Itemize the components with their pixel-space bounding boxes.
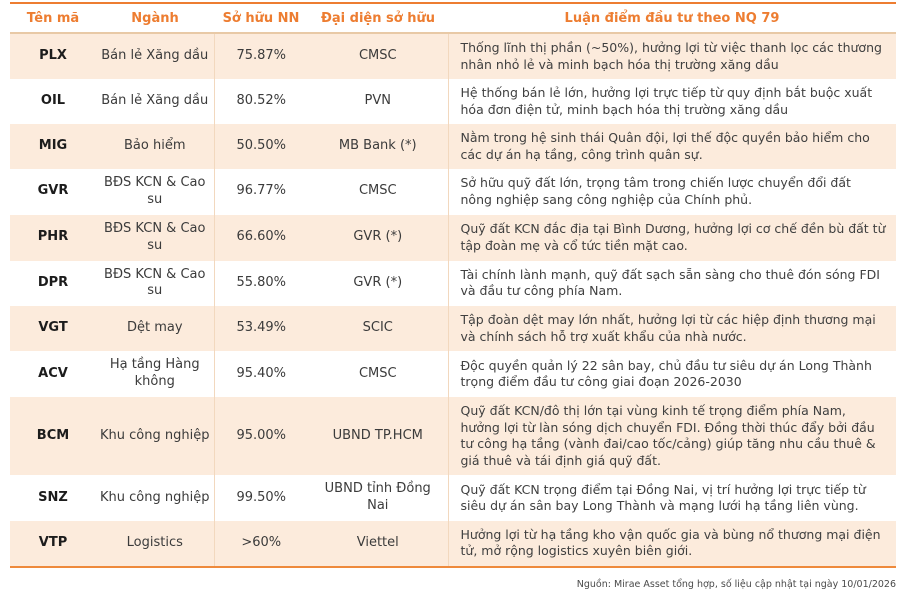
table-row: ACV Hạ tầng Hàng không 95.40% CMSC Độc quyền… bbox=[10, 351, 896, 398]
table-row: GVR BĐS KCN & Cao su 96.77% CMSC Sở hữu quỹ … bbox=[10, 169, 896, 215]
column-header-thesis: Luận điểm đầu tư theo NQ 79 bbox=[448, 3, 896, 34]
cell-representative: MB Bank (*) bbox=[308, 124, 449, 169]
cell-industry: Logistics bbox=[96, 520, 215, 567]
header-row: Tên mã Ngành Sở hữu NN Đại diện sở hữu L… bbox=[10, 3, 896, 34]
cell-state_ownership: 96.77% bbox=[214, 169, 308, 215]
table-row: MIG Bảo hiểm 50.50% MB Bank (*) Nằm trong hệ… bbox=[10, 124, 896, 169]
cell-ticker: PHR bbox=[10, 214, 96, 261]
cell-industry: BĐS KCN & Cao su bbox=[96, 260, 215, 307]
cell-state_ownership: 50.50% bbox=[214, 124, 308, 169]
cell-thesis: Quỹ đất KCN trọng điểm tại Đồng Nai, vị … bbox=[448, 475, 896, 521]
cell-ticker: OIL bbox=[10, 79, 96, 124]
cell-state_ownership: 95.00% bbox=[214, 397, 308, 476]
cell-state_ownership: 95.40% bbox=[214, 351, 308, 398]
cell-industry: Bán lẻ Xăng dầu bbox=[96, 79, 215, 124]
table-row: VGT Dệt may 53.49% SCIC Tập đoàn dệt may lớn… bbox=[10, 306, 896, 352]
column-header-ticker: Tên mã bbox=[10, 3, 96, 34]
cell-industry: BĐS KCN & Cao su bbox=[96, 214, 215, 261]
cell-industry: Hạ tầng Hàng không bbox=[96, 351, 215, 398]
table-row: PLX Bán lẻ Xăng dầu 75.87% CMSC Thống lĩnh t… bbox=[10, 33, 896, 79]
cell-representative: PVN bbox=[308, 79, 449, 124]
cell-representative: Viettel bbox=[308, 520, 449, 567]
cell-state_ownership: 66.60% bbox=[214, 214, 308, 261]
cell-state_ownership: 80.52% bbox=[214, 79, 308, 124]
cell-state_ownership: 55.80% bbox=[214, 260, 308, 307]
cell-representative: GVR (*) bbox=[308, 214, 449, 261]
table-body: PLX Bán lẻ Xăng dầu 75.87% CMSC Thống lĩnh t… bbox=[10, 33, 896, 567]
cell-representative: SCIC bbox=[308, 306, 449, 352]
cell-representative: CMSC bbox=[308, 351, 449, 398]
cell-state_ownership: 75.87% bbox=[214, 33, 308, 79]
cell-industry: Bảo hiểm bbox=[96, 124, 215, 169]
cell-representative: GVR (*) bbox=[308, 260, 449, 307]
table-row: BCM Khu công nghiệp 95.00% UBND TP.HCM Quỹ đ… bbox=[10, 397, 896, 476]
cell-ticker: VTP bbox=[10, 520, 96, 567]
cell-thesis: Thống lĩnh thị phần (~50%), hưởng lợi từ… bbox=[448, 33, 896, 79]
cell-ticker: ACV bbox=[10, 351, 96, 398]
cell-ticker: VGT bbox=[10, 306, 96, 352]
cell-thesis: Nằm trong hệ sinh thái Quân đội, lợi thế… bbox=[448, 124, 896, 169]
cell-thesis: Quỹ đất KCN/đô thị lớn tại vùng kinh tế … bbox=[448, 397, 896, 476]
table-row: SNZ Khu công nghiệp 99.50% UBND tỉnh Đồng N… bbox=[10, 475, 896, 521]
cell-ticker: GVR bbox=[10, 169, 96, 215]
column-header-industry: Ngành bbox=[96, 3, 214, 34]
cell-state_ownership: 53.49% bbox=[214, 306, 308, 352]
cell-ticker: BCM bbox=[10, 397, 96, 476]
cell-thesis: Độc quyền quản lý 22 sân bay, chủ đầu tư… bbox=[448, 351, 896, 398]
cell-ticker: DPR bbox=[10, 260, 96, 307]
cell-thesis: Hệ thống bán lẻ lớn, hưởng lợi trực tiếp… bbox=[448, 79, 896, 124]
stock-investment-table: Tên mã Ngành Sở hữu NN Đại diện sở hữu L… bbox=[10, 2, 896, 568]
cell-industry: Khu công nghiệp bbox=[96, 397, 215, 476]
cell-thesis: Hưởng lợi từ hạ tầng kho vận quốc gia và… bbox=[448, 520, 896, 567]
cell-industry: Bán lẻ Xăng dầu bbox=[96, 33, 215, 79]
table-header: Tên mã Ngành Sở hữu NN Đại diện sở hữu L… bbox=[10, 3, 896, 34]
cell-representative: CMSC bbox=[308, 169, 449, 215]
cell-industry: Dệt may bbox=[96, 306, 215, 352]
table-row: PHR BĐS KCN & Cao su 66.60% GVR (*) Quỹ đất … bbox=[10, 214, 896, 261]
cell-ticker: MIG bbox=[10, 124, 96, 169]
column-header-state-ownership: Sở hữu NN bbox=[214, 3, 308, 34]
cell-state_ownership: 99.50% bbox=[214, 475, 308, 521]
cell-state_ownership: >60% bbox=[214, 520, 308, 567]
cell-thesis: Tài chính lành mạnh, quỹ đất sạch sẵn sà… bbox=[448, 260, 896, 307]
cell-representative: CMSC bbox=[308, 33, 449, 79]
cell-industry: Khu công nghiệp bbox=[96, 475, 215, 521]
cell-representative: UBND tỉnh Đồng Nai bbox=[308, 475, 449, 521]
cell-industry: BĐS KCN & Cao su bbox=[96, 169, 215, 215]
cell-ticker: PLX bbox=[10, 33, 96, 79]
cell-thesis: Sở hữu quỹ đất lớn, trọng tâm trong chiế… bbox=[448, 169, 896, 215]
table-row: DPR BĐS KCN & Cao su 55.80% GVR (*) Tài chín… bbox=[10, 260, 896, 307]
source-note: Nguồn: Mirae Asset tổng hợp, số liệu cập… bbox=[576, 578, 896, 589]
table-row: VTP Logistics >60% Viettel Hưởng lợi từ hạ t… bbox=[10, 520, 896, 567]
cell-ticker: SNZ bbox=[10, 475, 96, 521]
cell-thesis: Tập đoàn dệt may lớn nhất, hưởng lợi từ … bbox=[448, 306, 896, 352]
table-row: OIL Bán lẻ Xăng dầu 80.52% PVN Hệ thống bán … bbox=[10, 79, 896, 124]
cell-representative: UBND TP.HCM bbox=[308, 397, 449, 476]
cell-thesis: Quỹ đất KCN đắc địa tại Bình Dương, hưởn… bbox=[448, 214, 896, 261]
column-header-representative: Đại diện sở hữu bbox=[308, 3, 448, 34]
